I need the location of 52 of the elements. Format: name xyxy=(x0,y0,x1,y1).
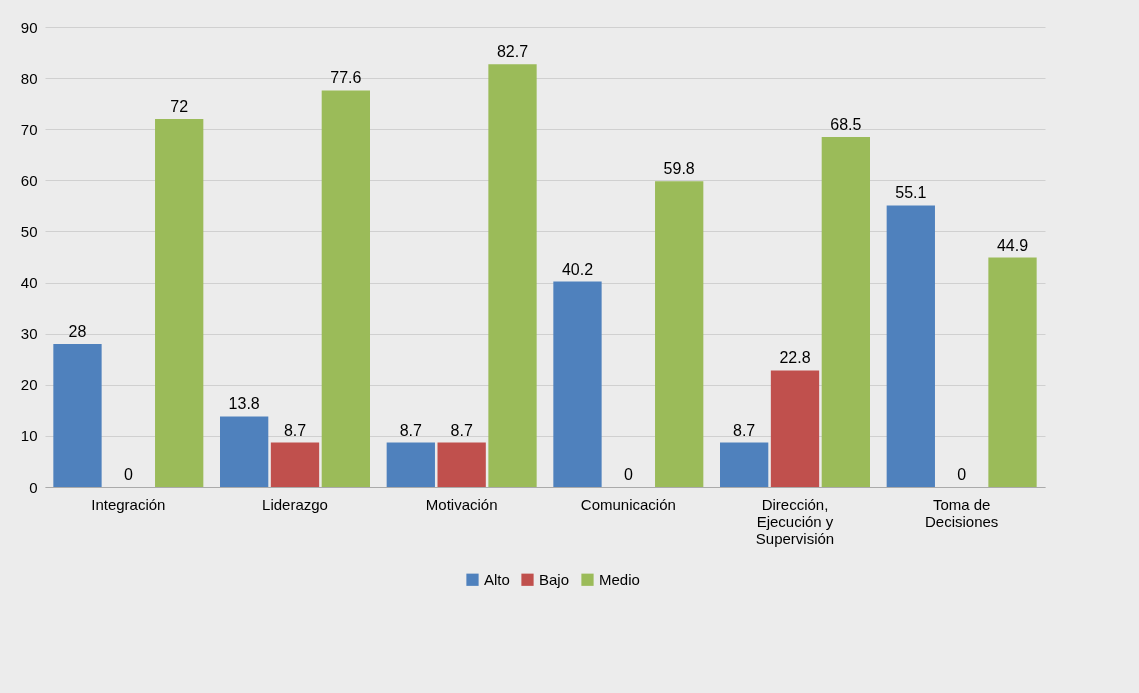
y-tick-label: 30 xyxy=(20,325,38,343)
x-tick-label: Dirección, Ejecución y Supervisión xyxy=(755,495,835,547)
bar xyxy=(53,343,102,487)
bar xyxy=(321,90,370,487)
data-label: 0 xyxy=(123,466,133,483)
bar xyxy=(386,442,435,487)
y-tick-label: 60 xyxy=(20,171,38,189)
bar xyxy=(488,64,537,487)
bar xyxy=(553,281,602,487)
data-label: 8.7 xyxy=(399,421,423,439)
x-tick-label: Integración xyxy=(91,495,166,513)
x-tick-label: Toma de Decisiones xyxy=(924,495,999,530)
bar xyxy=(988,257,1037,487)
bar xyxy=(821,136,870,487)
data-label: 8.7 xyxy=(733,421,756,439)
data-label: 59.8 xyxy=(663,160,695,178)
y-tick-label: 80 xyxy=(20,69,38,87)
legend-label: Medio xyxy=(599,570,640,588)
bar xyxy=(720,442,769,487)
data-label: 22.8 xyxy=(779,349,811,367)
data-label: 0 xyxy=(957,466,967,483)
legend-label: Bajo xyxy=(539,570,570,588)
data-label: 68.5 xyxy=(830,115,862,133)
legend-label: Alto xyxy=(484,570,510,588)
data-label: 55.1 xyxy=(895,184,927,202)
data-label: 28 xyxy=(68,322,87,340)
data-label: 44.9 xyxy=(996,236,1029,254)
data-label: 72 xyxy=(170,98,189,115)
y-tick-label: 10 xyxy=(20,427,38,445)
y-tick-label: 0 xyxy=(29,478,38,496)
data-label: 0 xyxy=(623,466,633,483)
x-tick-label: Motivación xyxy=(425,495,498,513)
bar xyxy=(155,119,204,487)
data-label: 8.7 xyxy=(450,421,473,439)
bar xyxy=(770,370,820,487)
x-tick-label: Liderazgo xyxy=(262,495,328,513)
data-label: 13.8 xyxy=(228,395,260,413)
data-label: 77.6 xyxy=(330,69,362,87)
bar xyxy=(270,442,320,487)
y-tick-label: 20 xyxy=(20,376,38,394)
y-tick-label: 40 xyxy=(20,274,38,292)
data-label: 82.7 xyxy=(496,43,529,61)
data-label: 40.2 xyxy=(561,260,594,278)
x-tick-label: Comunicación xyxy=(580,495,676,513)
y-tick-label: 90 xyxy=(20,18,38,36)
bar xyxy=(655,181,704,487)
data-label: 8.7 xyxy=(283,421,307,439)
bar xyxy=(886,205,935,487)
y-tick-label: 70 xyxy=(20,120,38,138)
y-tick-label: 50 xyxy=(20,222,38,240)
bar xyxy=(437,442,486,487)
bar xyxy=(220,416,269,487)
